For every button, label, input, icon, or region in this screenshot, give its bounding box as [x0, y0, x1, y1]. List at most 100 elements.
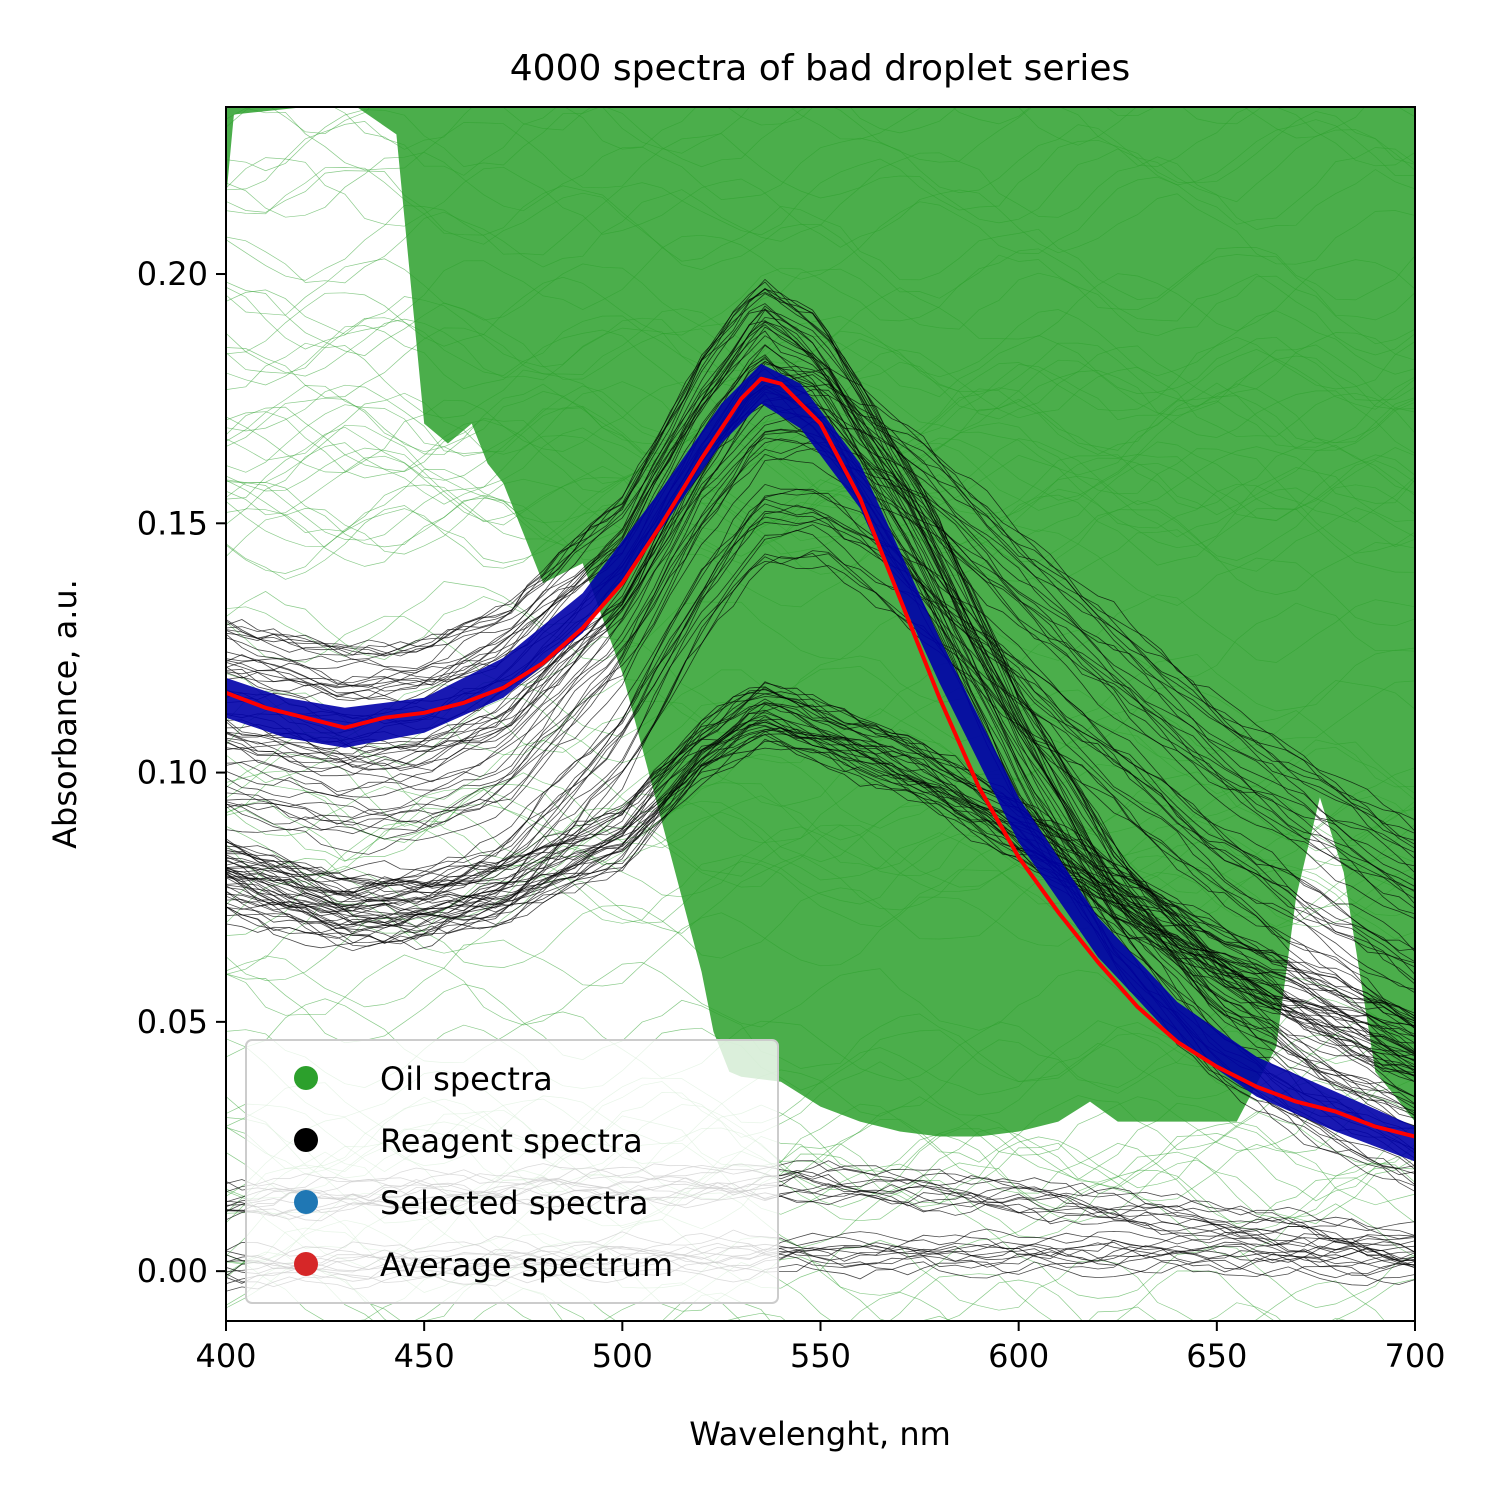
reagent-spectrum-line: [226, 510, 1415, 968]
reagent-spectrum-line: [226, 389, 1415, 853]
reagent-spectrum-line: [226, 488, 1415, 950]
legend-label: Selected spectra: [380, 1184, 648, 1222]
reagent-spectrum-line: [226, 686, 1415, 1022]
reagent-spectrum-line: [226, 293, 1415, 1077]
reagent-spectrum-line: [226, 360, 1415, 832]
reagent-spectrum-line: [226, 374, 1415, 841]
reagent-spectrum-line: [226, 691, 1415, 1022]
oil-spectrum-line: [226, 1251, 953, 1321]
oil-spectrum-line: [226, 767, 1415, 843]
oil-spectrum-line: [226, 447, 1415, 627]
selected-spectra-layer: [226, 363, 1415, 1162]
y-tick-label: 0.20: [137, 255, 208, 293]
y-axis: 0.00 0.05 0.10 0.15 0.20: [137, 255, 226, 1290]
reagent-spectrum-line: [226, 396, 1415, 860]
reagent-spectrum-line: [226, 682, 1415, 1021]
oil-spectrum-line: [226, 615, 1415, 788]
x-axis: 400 450 500 550 600 650 700: [195, 1321, 1446, 1375]
oil-spectrum-line: [226, 247, 1415, 355]
oil-spectrum-line: [226, 752, 1415, 910]
oil-spectrum-line: [226, 467, 1415, 580]
oil-spectrum-line: [226, 349, 1415, 473]
oil-spectrum-line: [226, 325, 1415, 401]
reagent-spectrum-line: [226, 553, 1415, 1019]
reagent-spectrum-line: [226, 402, 1415, 867]
reagent-spectrum-line: [226, 458, 1415, 920]
reagent-spectrum-line: [226, 363, 1415, 821]
legend: Oil spectra Reagent spectra Selected spect…: [245, 1039, 779, 1304]
reagent-spectrum-line: [226, 693, 1415, 1024]
oil-spectrum-line: [226, 281, 1415, 438]
reagent-spectrum-line: [226, 550, 1415, 1014]
oil-spectrum-line: [226, 147, 1415, 335]
reagent-spectrum-line: [226, 727, 1415, 1054]
oil-spectrum-line: [226, 487, 1415, 574]
reagent-spectrum-line: [226, 529, 1415, 994]
oil-spectrum-line: [226, 861, 1415, 981]
x-tick-label: 700: [1384, 1337, 1445, 1375]
oil-spectrum-line: [226, 680, 1415, 766]
x-tick-label: 650: [1186, 1337, 1247, 1375]
legend-label: Reagent spectra: [380, 1122, 643, 1160]
oil-spectrum-line: [226, 437, 1415, 548]
plot-area: [226, 107, 1415, 1321]
reagent-spectrum-line: [226, 524, 1415, 990]
x-axis-label: Wavelenght, nm: [689, 1415, 951, 1453]
oil-spectrum-line: [226, 258, 1415, 345]
x-tick-label: 500: [592, 1337, 653, 1375]
reagent-spectrum-line: [226, 316, 1415, 1105]
oil-spectrum-line: [226, 484, 1415, 658]
legend-marker: [294, 1066, 318, 1090]
oil-spectrum-line: [226, 107, 1156, 191]
average-spectrum-layer: [226, 376, 1415, 1139]
reagent-spectrum-line: [226, 516, 1415, 981]
reagent-spectrum-line: [226, 740, 1415, 1071]
oil-spectrum-line: [226, 259, 1415, 398]
reagent-spectrum-line: [226, 305, 1415, 1098]
oil-spectrum-line: [226, 680, 1415, 862]
reagent-spectrum-line: [226, 719, 1415, 1056]
reagent-spectrum-line: [226, 320, 1415, 1117]
reagent-spectrum-line: [226, 498, 1415, 963]
x-tick-label: 600: [988, 1337, 1049, 1375]
reagent-spectrum-line: [226, 716, 1415, 1055]
oil-spectrum-line: [226, 157, 1415, 265]
reagent-spectrum-line: [226, 309, 1415, 1098]
oil-spectrum-line: [226, 107, 1415, 172]
reagent-spectrum-line: [226, 688, 1415, 1029]
reagent-spectrum-line: [226, 738, 1415, 1068]
reagent-spectrum-line: [226, 383, 1415, 849]
oil-spectrum-line: [226, 454, 1415, 567]
reagent-spectrum-line: [226, 747, 1415, 1076]
reagent-spectrum-line: [226, 381, 1415, 845]
y-tick-label: 0.15: [137, 504, 208, 542]
reagent-spectrum-line: [226, 335, 1415, 1127]
oil-spectrum-line: [226, 107, 1415, 230]
oil-spectrum-line: [226, 482, 1415, 595]
y-tick-label: 0.05: [137, 1003, 208, 1041]
oil-spectrum-line: [226, 973, 1415, 1102]
x-tick-label: 400: [195, 1337, 256, 1375]
oil-spectrum-line: [226, 309, 1415, 378]
reagent-spectrum-line: [226, 714, 1415, 1053]
reagent-spectrum-line: [226, 709, 1415, 1051]
oil-spectrum-line: [226, 107, 1366, 150]
oil-spectra-band: [226, 107, 1415, 1137]
y-tick-label: 0.10: [137, 754, 208, 792]
legend-marker: [294, 1252, 318, 1276]
legend-label: Oil spectra: [380, 1060, 553, 1098]
oil-spectrum-line: [226, 119, 1415, 218]
legend-marker: [294, 1128, 318, 1152]
x-tick-label: 450: [394, 1337, 455, 1375]
oil-spectrum-line: [226, 590, 1415, 663]
oil-spectrum-line: [226, 455, 1415, 573]
legend-marker: [294, 1190, 318, 1214]
reagent-spectrum-line: [226, 718, 1415, 1044]
chart-title: 4000 spectra of bad droplet series: [510, 48, 1130, 89]
oil-spectrum-line: [226, 822, 1415, 894]
y-tick-label: 0.00: [137, 1252, 208, 1290]
oil-spectrum-line: [226, 794, 1415, 864]
x-tick-label: 550: [790, 1337, 851, 1375]
